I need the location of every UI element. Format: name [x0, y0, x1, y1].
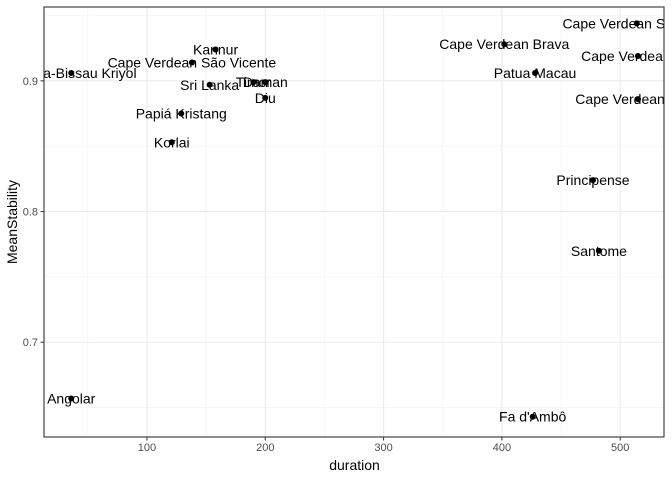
y-axis-title: MeanStability [4, 180, 20, 264]
point-label: Korlai [154, 134, 190, 150]
point-label: Diu [255, 90, 276, 106]
point-label: Sri Lanka [180, 77, 239, 93]
x-tick-label: 400 [493, 442, 511, 454]
x-axis-title: duration [329, 457, 380, 473]
point-label: Cape Verdean São Vicente [108, 55, 277, 71]
data-point [633, 20, 640, 27]
data-point [250, 79, 257, 86]
point-label: Timor [236, 74, 272, 90]
panel-border [43, 6, 665, 438]
point-label: Guinea-Bissau Kriyol [6, 65, 137, 81]
data-point [212, 46, 219, 53]
data-point [595, 247, 602, 254]
y-tick-label: 0.8 [23, 207, 38, 219]
data-point [262, 94, 269, 101]
y-tick-label: 0.7 [23, 337, 38, 349]
x-axis: 100 200 300 400 500 [138, 437, 629, 454]
data-point [68, 395, 75, 402]
point-label: Cape Verdean Sal [581, 48, 672, 64]
plot-panel: Angolar Guinea-Bissau Kriyol Korlai Papiá K… [6, 6, 672, 438]
point-label: Santome [571, 243, 627, 259]
data-point [68, 70, 75, 77]
data-point [188, 59, 195, 66]
point-label: Patua Macau [494, 65, 577, 81]
data-point [501, 41, 508, 48]
point-label: Papiá Kristang [136, 106, 227, 122]
data-point [529, 413, 536, 420]
y-axis: 0.7 0.8 0.9 [23, 76, 44, 349]
data-point [634, 96, 641, 103]
point-label: Cape Verdean Brava [439, 36, 569, 52]
point-labels: Angolar Guinea-Bissau Kriyol Korlai Papiá K… [6, 15, 672, 425]
data-point [532, 70, 539, 77]
point-label: Cape Verdean Fogo [575, 91, 672, 107]
point-label: Fa d'Ambô [499, 409, 566, 425]
data-point [590, 177, 597, 184]
data-point [634, 53, 641, 60]
point-label: Cape Verdean Santiago [562, 15, 672, 31]
x-tick-label: 300 [374, 442, 392, 454]
point-label: Daman [243, 74, 288, 90]
data-point [262, 79, 269, 86]
data-point [168, 139, 175, 146]
point-label: Principense [556, 172, 629, 188]
point-label: Angolar [47, 390, 96, 406]
point-label: Kannur [193, 41, 238, 57]
x-tick-label: 500 [611, 442, 629, 454]
data-point [178, 110, 185, 117]
data-point [206, 81, 213, 88]
y-tick-label: 0.9 [23, 76, 38, 88]
x-tick-label: 200 [256, 442, 274, 454]
x-tick-label: 100 [138, 442, 156, 454]
